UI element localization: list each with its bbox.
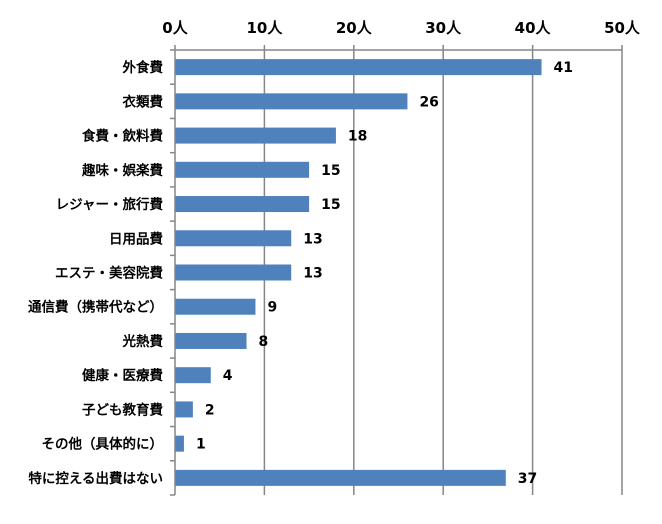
category-label: 通信費（携帯代など） (28, 299, 163, 316)
data-label: 37 (518, 471, 537, 487)
bar (175, 264, 292, 281)
bar (175, 196, 310, 213)
data-label: 9 (267, 300, 277, 316)
data-label: 13 (303, 231, 322, 247)
category-label: 外食費 (123, 59, 164, 76)
bar (175, 127, 336, 144)
category-label: 子ども教育費 (82, 401, 163, 418)
category-label: 健康・医療費 (82, 367, 163, 384)
bar (175, 469, 506, 486)
data-label: 13 (303, 266, 322, 282)
data-label: 2 (205, 402, 215, 418)
data-label: 4 (223, 368, 233, 384)
category-label: その他（具体的に） (42, 436, 164, 453)
x-tick-label: 20人 (336, 19, 373, 37)
category-label: 日用品費 (109, 230, 163, 247)
data-label: 18 (348, 129, 367, 145)
bar (175, 230, 292, 247)
data-label: 41 (554, 60, 573, 76)
bar (175, 161, 310, 178)
x-tick-label: 10人 (246, 19, 283, 37)
gridlines (263, 50, 623, 495)
category-label: エステ・美容院費 (55, 265, 163, 282)
category-label: 光熱費 (122, 333, 164, 350)
x-tick-label: 30人 (425, 19, 462, 37)
category-label: 趣味・娯楽費 (81, 162, 163, 179)
category-label: レジャー・旅行費 (56, 196, 164, 213)
axes (170, 45, 623, 496)
x-tick-label: 40人 (515, 19, 552, 37)
bar (175, 367, 211, 384)
x-tick-label: 0人 (162, 19, 188, 37)
data-label: 15 (321, 163, 340, 179)
x-tick-label: 50人 (604, 19, 641, 37)
category-label: 食費・飲料費 (82, 128, 163, 145)
category-label: 特に控える出費はない (28, 470, 163, 487)
bar (175, 59, 542, 76)
bar (175, 435, 184, 452)
bars (175, 59, 542, 486)
data-label: 1 (196, 437, 206, 453)
bar (175, 401, 193, 418)
category-label: 衣類費 (123, 93, 164, 110)
data-label: 26 (419, 94, 438, 110)
bar (175, 298, 256, 315)
data-label: 8 (259, 334, 269, 350)
data-label: 15 (321, 197, 340, 213)
bar (175, 93, 408, 110)
bar (175, 332, 247, 349)
